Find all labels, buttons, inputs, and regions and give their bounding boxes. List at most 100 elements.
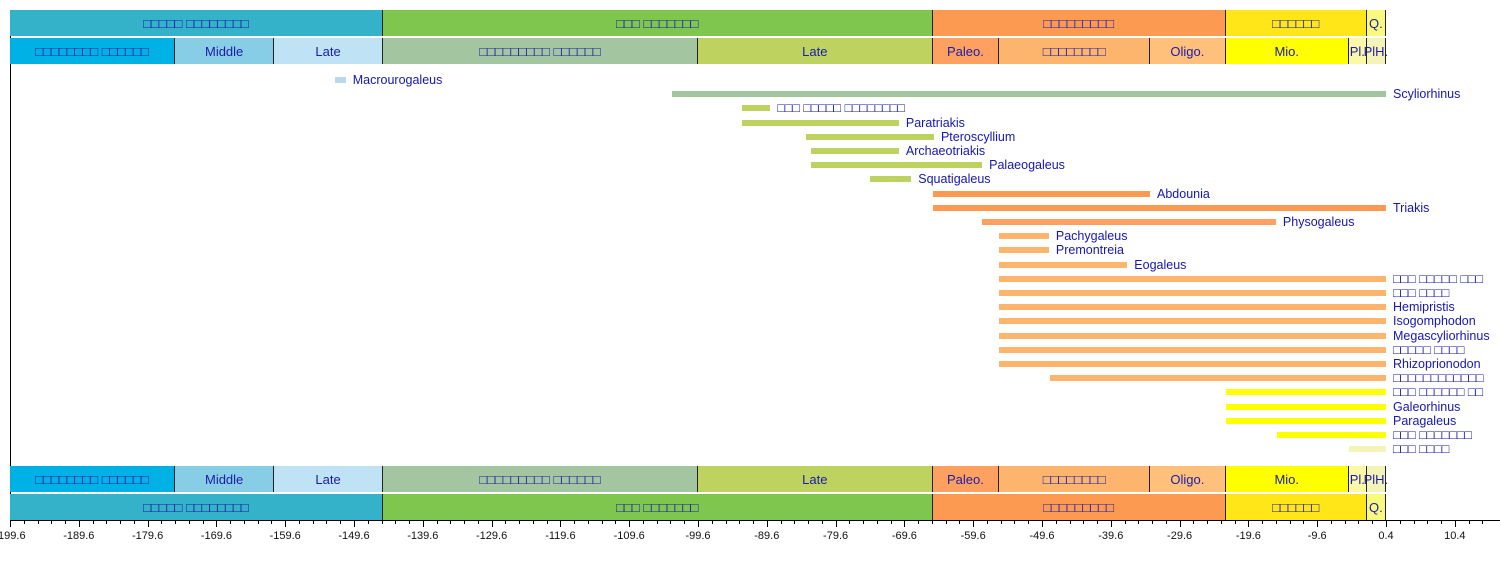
taxon-range-bar: [999, 247, 1049, 254]
minor-tick: [918, 520, 920, 524]
taxon-range-bar: [742, 105, 771, 112]
minor-tick: [133, 520, 135, 524]
major-tick: [1386, 520, 1387, 527]
epoch-cell: □□□□□□□□: [999, 38, 1151, 64]
taxon-label: Isogomphodon: [1393, 314, 1476, 329]
x-tick-label: -9.6: [1307, 530, 1327, 542]
epoch-cell-bottom: Middle: [175, 466, 275, 492]
taxon-range-bar: [1225, 403, 1386, 410]
minor-tick: [1165, 520, 1167, 524]
x-tick-label: -169.6: [200, 530, 232, 542]
minor-tick: [1193, 520, 1195, 524]
x-tick-label: 10.4: [1444, 530, 1466, 542]
minor-tick: [1358, 520, 1360, 524]
taxon-label: Pteroscyllium: [940, 129, 1016, 144]
taxon-label: Paratriakis: [905, 115, 965, 130]
taxon-label: □□□□□□□□□□□□: [1393, 371, 1484, 386]
minor-tick: [450, 520, 452, 524]
taxon-range-bar: [1050, 375, 1386, 382]
major-tick: [1454, 520, 1456, 527]
epoch-cell-bottom: □□□□□□□□ □□□□□□: [10, 466, 176, 492]
minor-tick: [257, 520, 259, 524]
minor-tick: [367, 520, 369, 524]
minor-tick: [436, 520, 438, 524]
taxon-range-bar: [999, 290, 1386, 296]
minor-tick: [1262, 520, 1264, 524]
major-tick: [1179, 520, 1181, 527]
minor-tick: [1482, 520, 1484, 524]
minor-tick: [601, 520, 603, 524]
x-tick-label: -19.6: [1235, 530, 1261, 542]
minor-tick: [188, 520, 190, 524]
minor-tick: [1220, 520, 1222, 524]
taxon-label: Paragaleus: [1393, 413, 1457, 428]
period-cell-bottom: □□□ □□□□□□□: [382, 494, 933, 520]
minor-tick: [808, 520, 810, 524]
minor-tick: [1303, 520, 1305, 524]
minor-tick: [51, 520, 53, 524]
minor-tick: [519, 520, 521, 524]
taxon-range-bar: [999, 304, 1386, 311]
period-cell: □□□□□□: [1225, 10, 1367, 36]
major-tick: [1110, 520, 1112, 527]
taxon-label: Megascyliorhinus: [1393, 328, 1490, 343]
minor-tick: [381, 520, 383, 524]
minor-tick: [1069, 520, 1071, 524]
x-tick-label: -139.6: [407, 530, 439, 542]
major-tick: [216, 520, 218, 527]
epoch-cell: Oligo.: [1150, 38, 1226, 64]
taxon-label: Abdounia: [1157, 186, 1210, 201]
major-tick: [1042, 520, 1043, 527]
minor-tick: [505, 520, 507, 524]
epoch-cell-bottom: Pl.: [1348, 466, 1367, 492]
x-tick-label: -149.6: [338, 530, 370, 542]
major-tick: [698, 520, 699, 527]
x-tick-label: 0.4: [1378, 530, 1394, 542]
taxon-label: Triakis: [1393, 200, 1430, 215]
minor-tick: [1427, 520, 1429, 524]
minor-tick: [161, 520, 163, 524]
minor-tick: [1152, 520, 1154, 524]
major-tick: [766, 520, 768, 527]
taxon-range-bar: [999, 332, 1386, 339]
minor-tick: [120, 520, 122, 524]
taxon-label: Rhizoprionodon: [1393, 357, 1481, 371]
x-tick-label: -59.6: [960, 530, 986, 542]
x-tick-label: -39.6: [1098, 530, 1124, 542]
x-tick-label: -79.6: [823, 530, 849, 542]
epoch-cell-bottom: Mio.: [1225, 466, 1349, 492]
minor-tick: [230, 520, 232, 524]
minor-tick: [1097, 520, 1099, 524]
period-cell-bottom: Q.: [1366, 494, 1386, 520]
minor-tick: [326, 520, 328, 524]
epoch-cell-bottom: PlH.: [1364, 466, 1388, 492]
x-tick-label: -199.6: [0, 530, 26, 542]
epoch-cell: Late: [274, 38, 383, 64]
minor-tick: [959, 520, 961, 524]
taxon-range-bar: [999, 346, 1386, 353]
taxon-label: Hemipristis: [1393, 300, 1455, 315]
minor-tick: [711, 520, 713, 524]
minor-tick: [477, 520, 479, 524]
epoch-cell-bottom: Late: [698, 466, 933, 492]
epoch-cell: □□□□□□□□ □□□□□□: [10, 38, 176, 64]
minor-tick: [849, 520, 851, 524]
taxon-range-bar: [999, 233, 1049, 240]
period-cell: □□□□□ □□□□□□□□: [10, 10, 383, 36]
minor-tick: [656, 520, 658, 524]
taxon-label: □□□ □□□□□□□: [1393, 428, 1472, 442]
minor-tick: [821, 520, 823, 524]
minor-tick: [106, 520, 108, 524]
taxon-range-bar: [810, 162, 983, 169]
minor-tick: [1413, 520, 1415, 524]
epoch-cell: Paleo.: [932, 38, 1000, 64]
taxon-range-bar: [999, 261, 1128, 268]
minor-tick: [684, 520, 686, 524]
x-tick-label: -29.6: [1167, 530, 1193, 542]
major-tick: [78, 520, 80, 527]
taxon-range-bar: [999, 361, 1386, 367]
epoch-cell: Middle: [175, 38, 275, 64]
epoch-cell: Late: [698, 38, 933, 64]
period-cell: □□□□□□□□□: [932, 10, 1226, 36]
taxon-range-bar: [742, 119, 899, 126]
